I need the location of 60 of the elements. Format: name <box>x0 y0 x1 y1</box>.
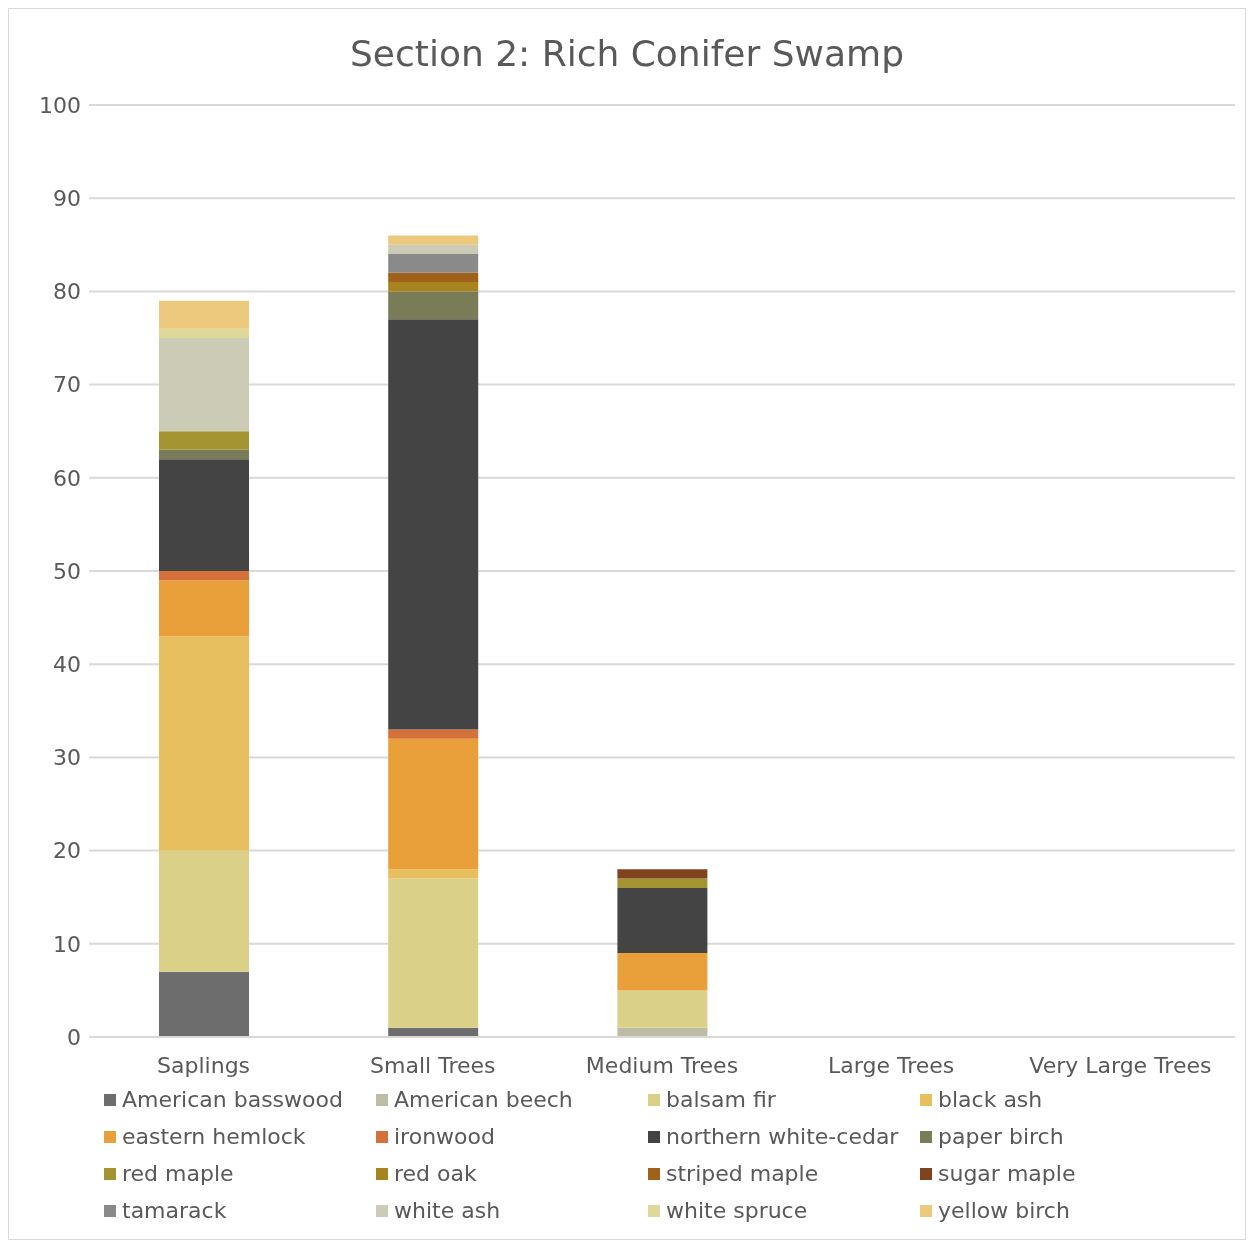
legend-label: eastern hemlock <box>122 1124 306 1149</box>
bar <box>617 953 708 991</box>
y-tick-label: 100 <box>39 92 81 118</box>
legend-label: tamarack <box>122 1198 227 1223</box>
bar <box>159 300 249 329</box>
legend-label: yellow birch <box>938 1198 1070 1223</box>
legend-label: northern white-cedar <box>666 1124 899 1149</box>
bar <box>388 282 479 292</box>
legend-label: ironwood <box>394 1124 495 1149</box>
y-tick-label: 40 <box>53 652 81 678</box>
legend-label: American basswood <box>122 1087 343 1112</box>
bar <box>388 254 479 273</box>
x-tick-label: Small Trees <box>370 1052 496 1078</box>
y-tick-label: 70 <box>53 372 81 398</box>
bar <box>617 990 708 1028</box>
bar <box>388 878 479 1028</box>
y-tick-label: 90 <box>53 186 81 212</box>
legend-label: sugar maple <box>938 1161 1076 1186</box>
legend-label: white spruce <box>666 1198 808 1223</box>
bar <box>617 869 708 879</box>
bar <box>388 244 479 255</box>
bar <box>159 571 249 581</box>
x-tick-label: Medium Trees <box>585 1052 739 1078</box>
y-tick-label: 50 <box>53 558 81 584</box>
bar <box>388 869 479 879</box>
y-tick-label: 60 <box>53 465 81 491</box>
y-tick-label: 0 <box>67 1024 81 1050</box>
bar <box>159 459 249 571</box>
bar <box>388 272 479 283</box>
bar <box>159 636 249 851</box>
bar <box>159 580 249 637</box>
legend-label: red oak <box>394 1161 477 1186</box>
legend-label: red maple <box>122 1161 234 1186</box>
legend-label: striped maple <box>666 1161 819 1186</box>
x-tick-label: Saplings <box>157 1052 251 1078</box>
bar <box>388 729 479 739</box>
legend-label: balsam fir <box>666 1087 776 1112</box>
bar <box>159 971 249 1037</box>
bar <box>159 431 249 450</box>
bar <box>159 449 249 460</box>
bar <box>617 887 708 954</box>
y-tick-label: 80 <box>53 279 81 305</box>
bar <box>388 291 479 320</box>
bar <box>617 878 708 888</box>
bar <box>388 738 479 870</box>
bar <box>159 338 249 432</box>
bar <box>388 235 479 245</box>
legend-label: white ash <box>394 1198 501 1223</box>
legend-label: paper birch <box>938 1124 1064 1149</box>
x-tick-label: Large Trees <box>828 1052 955 1078</box>
y-tick-label: 10 <box>53 931 81 957</box>
legend-label: black ash <box>938 1087 1043 1112</box>
y-tick-label: 30 <box>53 745 81 771</box>
y-tick-label: 20 <box>53 838 81 864</box>
bar <box>159 850 249 972</box>
bar <box>159 328 249 338</box>
x-tick-label: Very Large Trees <box>1029 1052 1212 1078</box>
bar <box>388 319 479 730</box>
chart-title: Section 2: Rich Conifer Swamp <box>348 32 906 76</box>
legend-label: American beech <box>394 1087 573 1112</box>
